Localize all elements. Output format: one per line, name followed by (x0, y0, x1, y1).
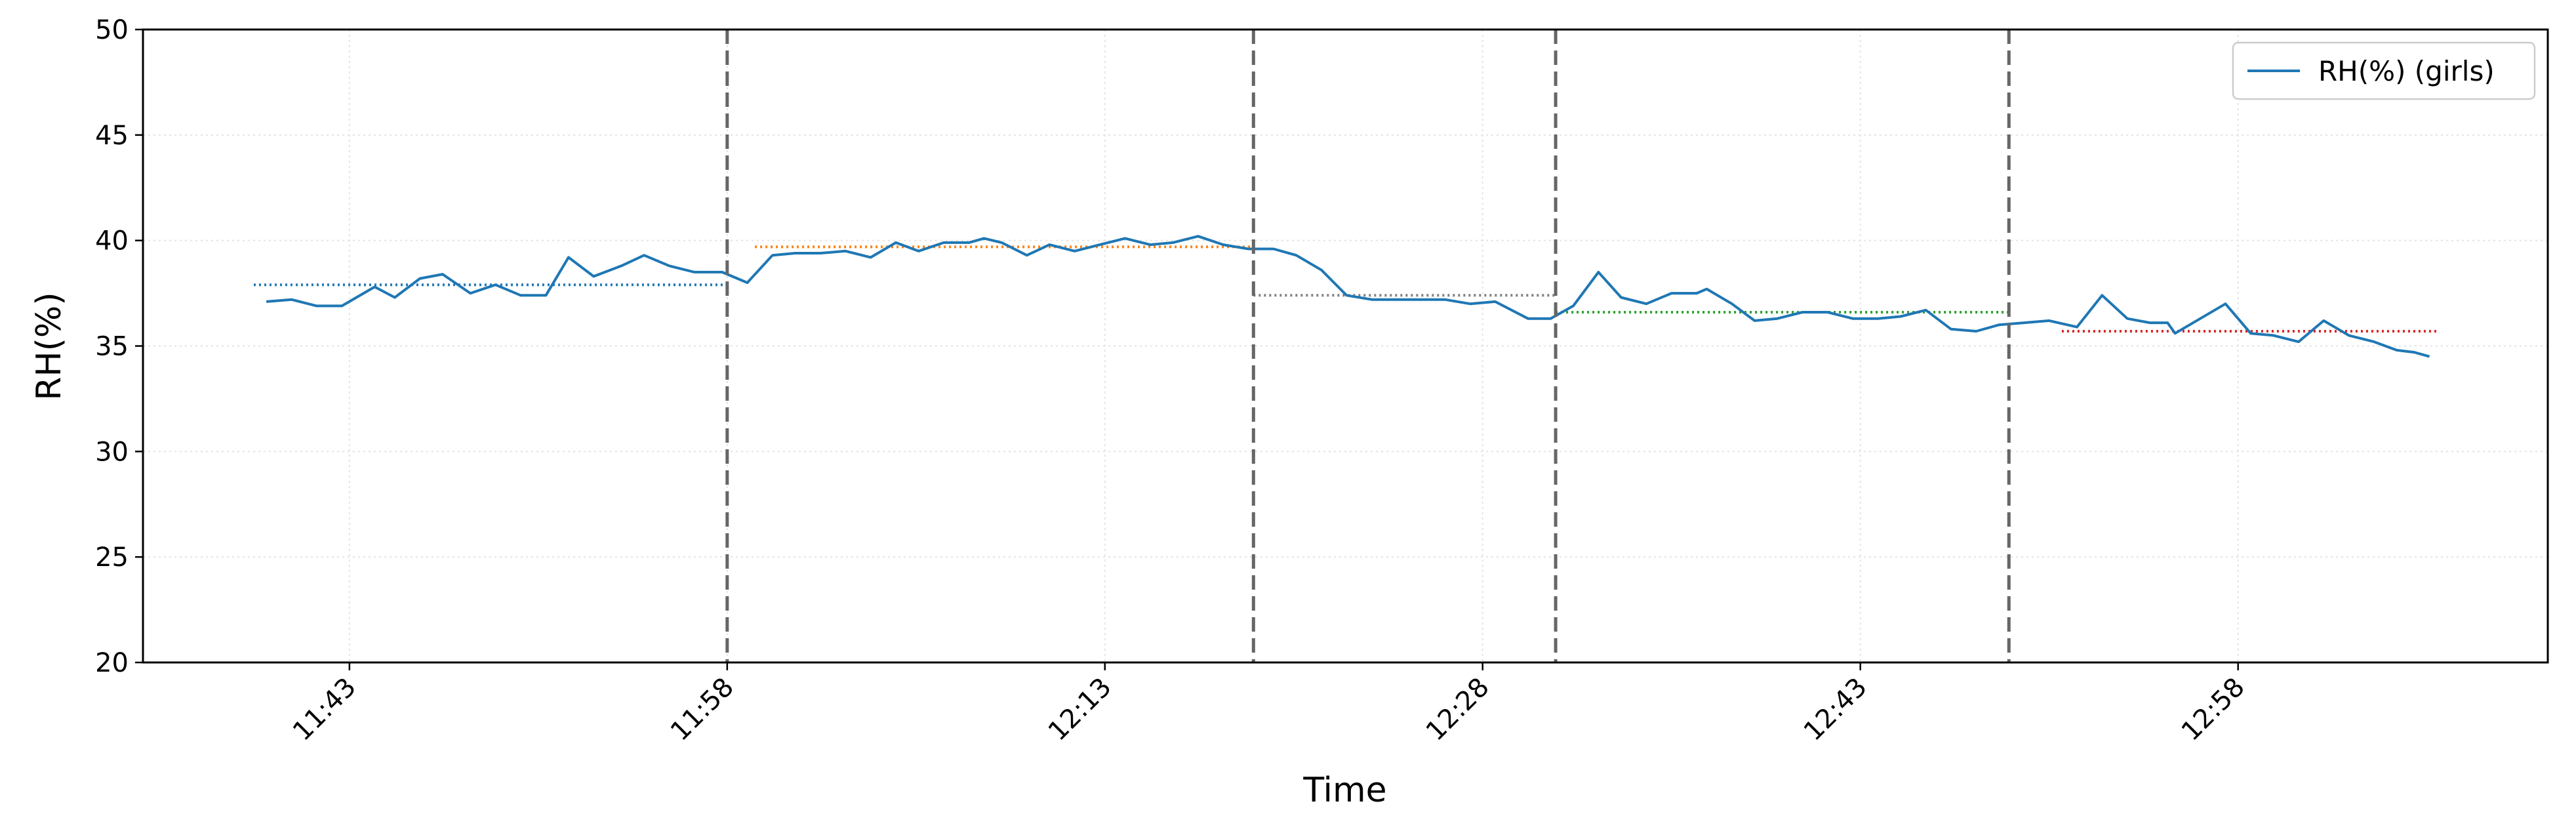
plot-frame (142, 28, 2549, 664)
legend: RH(%) (girls) (2232, 41, 2536, 100)
x-tick-label: 12:28 (1420, 672, 1495, 747)
y-tick-label: 40 (95, 226, 129, 256)
x-tick-label: 11:43 (287, 672, 362, 747)
x-tick-label: 12:13 (1043, 672, 1117, 747)
y-tick-label: 30 (95, 437, 129, 467)
y-tick-label: 35 (95, 332, 129, 362)
y-axis-label: RH(%) (30, 292, 69, 400)
x-tick-label: 12:58 (2176, 672, 2251, 747)
data-line (266, 235, 2430, 358)
y-tick-label: 45 (95, 121, 129, 151)
y-tick-label: 20 (95, 648, 129, 678)
x-tick-label: 11:58 (665, 672, 740, 747)
x-axis-label: Time (1302, 771, 1386, 810)
legend-label: RH(%) (girls) (2318, 55, 2495, 87)
y-tick-label: 25 (95, 542, 129, 573)
legend-box (2232, 41, 2536, 100)
y-tick-label: 50 (95, 15, 129, 45)
x-tick-label: 12:43 (1798, 672, 1873, 747)
